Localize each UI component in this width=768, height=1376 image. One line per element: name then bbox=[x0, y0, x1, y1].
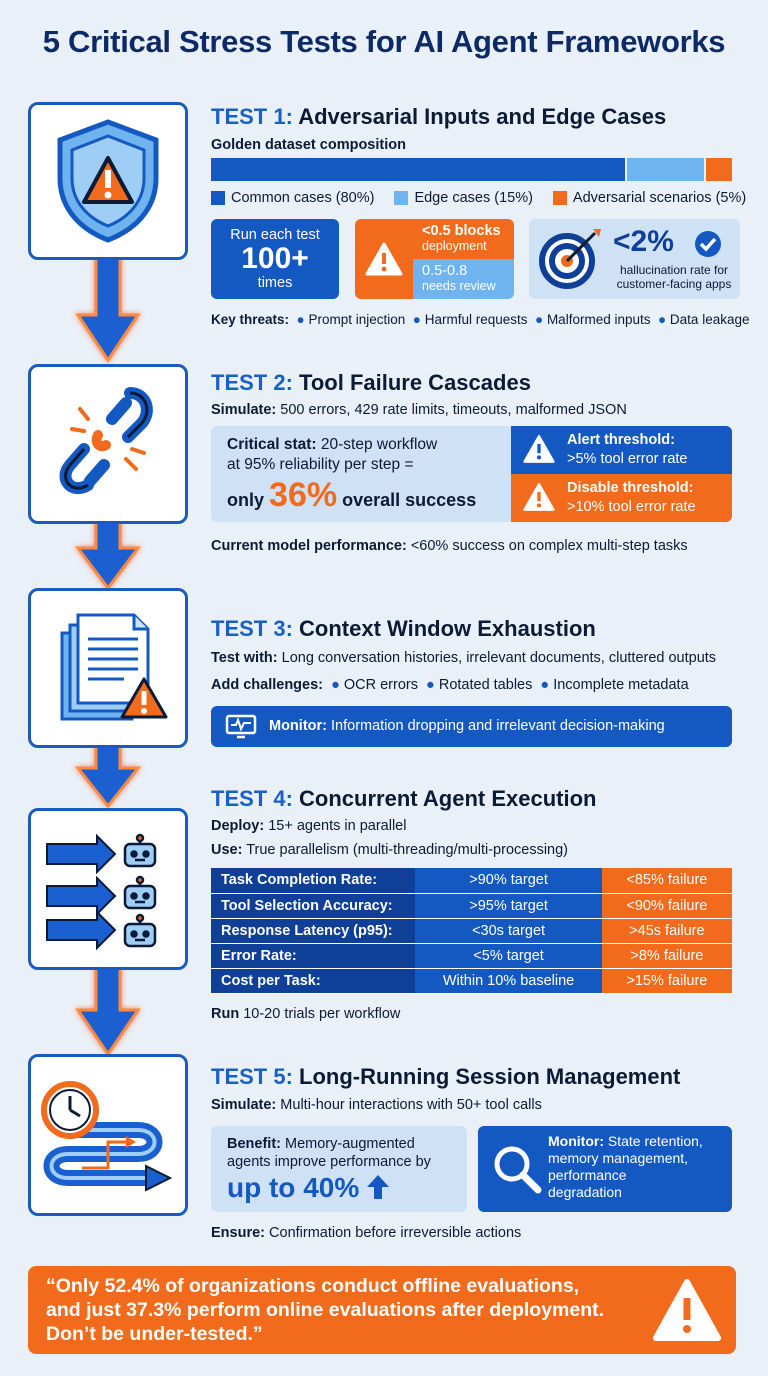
bullet-item: ● Harmful requests bbox=[412, 312, 528, 327]
metric-target: >90% target bbox=[415, 868, 602, 894]
down-arrow-icon bbox=[75, 966, 141, 1057]
table-row: Cost per Task: Within 10% baseline >15% fa… bbox=[211, 968, 732, 994]
table-row: Tool Selection Accuracy: >95% target <90% … bbox=[211, 893, 732, 919]
warning-tile bbox=[355, 219, 413, 299]
table-row: Response Latency (p95): <30s target >45s f… bbox=[211, 918, 732, 944]
composition-segment bbox=[211, 158, 625, 181]
composition-segment bbox=[626, 158, 705, 181]
warning-icon bbox=[365, 242, 403, 276]
bullet-item: ● Malformed inputs bbox=[535, 312, 651, 327]
warning-icon bbox=[523, 483, 555, 511]
test4-heading: TEST 4: Concurrent Agent Execution bbox=[211, 786, 597, 811]
composition-segment bbox=[706, 158, 732, 181]
parallel-agents-box bbox=[28, 808, 188, 970]
bullet-item: ● Incomplete metadata bbox=[540, 677, 689, 693]
warning-icon bbox=[653, 1279, 721, 1341]
quote-banner: “Only 52.4% of organizations conduct off… bbox=[28, 1266, 736, 1354]
metric-failure: <90% failure bbox=[601, 893, 732, 919]
metric-failure: >8% failure bbox=[601, 943, 732, 969]
metric-failure: <85% failure bbox=[601, 868, 732, 894]
metric-name: Tool Selection Accuracy: bbox=[211, 893, 416, 919]
use-line: Use: True parallelism (multi-threading/m… bbox=[211, 842, 569, 858]
down-arrow-icon bbox=[75, 520, 141, 591]
table-row: Task Completion Rate: >90% target <85% fai… bbox=[211, 868, 732, 894]
shield-warning-box bbox=[28, 102, 188, 260]
check-circle-icon bbox=[695, 231, 721, 257]
metric-target: >95% target bbox=[415, 893, 602, 919]
metric-failure: >15% failure bbox=[601, 968, 732, 994]
metric-failure: >45s failure bbox=[601, 918, 732, 944]
bullet-item: ● Data leakage bbox=[658, 312, 750, 327]
legend-label: Adversarial scenarios (5%) bbox=[572, 190, 747, 206]
deploy-line: Deploy: 15+ agents in parallel bbox=[211, 818, 407, 834]
disable-threshold: Disable threshold: >10% tool error rate bbox=[511, 474, 732, 522]
composition-bar bbox=[211, 158, 732, 181]
simulate-sessions: Simulate: Multi-hour interactions with 5… bbox=[211, 1097, 542, 1113]
down-arrow-icon bbox=[74, 744, 142, 809]
document-warning-box bbox=[28, 588, 188, 748]
trials-line: Run 10-20 trials per workflow bbox=[211, 1006, 401, 1022]
metric-name: Error Rate: bbox=[211, 943, 416, 969]
metric-target: <5% target bbox=[415, 943, 602, 969]
warning-icon bbox=[523, 435, 555, 463]
test2-heading: TEST 2: Tool Failure Cascades bbox=[211, 370, 531, 395]
legend-swatch bbox=[552, 191, 567, 205]
up-arrow-icon bbox=[367, 1175, 390, 1199]
critical-stat-card: Critical stat: 20-step workflow at 95% r… bbox=[211, 426, 511, 522]
legend-swatch bbox=[211, 191, 225, 205]
clock-path-icon bbox=[41, 1081, 173, 1192]
down-arrow-icon bbox=[75, 256, 141, 363]
simulate-errors: Simulate: 500 errors, 429 rate limits, t… bbox=[211, 402, 627, 418]
ensure-line: Ensure: Confirmation before irreversible… bbox=[211, 1225, 522, 1241]
monitor-icon bbox=[225, 714, 257, 739]
bullet-item: ● OCR errors bbox=[331, 677, 418, 693]
add-challenges: Add challenges: ● OCR errors ● Rotated t… bbox=[211, 677, 689, 693]
test3-heading: TEST 3: Context Window Exhaustion bbox=[211, 616, 596, 641]
monitor-banner: Monitor: Information dropping and irrele… bbox=[211, 706, 732, 747]
broken-chain-box bbox=[28, 364, 188, 524]
magnifier-icon bbox=[494, 1146, 542, 1194]
legend-label: Edge cases (15%) bbox=[414, 190, 533, 206]
metric-name: Task Completion Rate: bbox=[211, 868, 416, 894]
target-icon bbox=[539, 229, 601, 289]
legend-item: Common cases (80%) bbox=[211, 190, 374, 206]
clock-path-box bbox=[28, 1054, 188, 1216]
key-threats: Key threats: ● Prompt injection ● Harmfu… bbox=[211, 312, 750, 327]
composition-legend: Common cases (80%) Edge cases (15%) Advers… bbox=[211, 190, 751, 206]
parallel-agents-icon bbox=[46, 833, 157, 951]
broken-chain-icon bbox=[59, 387, 153, 495]
legend-swatch bbox=[394, 191, 409, 205]
bullet-item: ● Prompt injection bbox=[296, 312, 406, 327]
test1-heading: TEST 1: Adversarial Inputs and Edge Case… bbox=[211, 104, 667, 129]
metrics-table: Task Completion Rate: >90% target <85% fai… bbox=[211, 868, 732, 994]
shield-warning-icon bbox=[57, 119, 159, 243]
test-with: Test with: Long conversation histories, … bbox=[211, 650, 717, 666]
bullet-item: ● Rotated tables bbox=[426, 677, 533, 693]
test5-heading: TEST 5: Long-Running Session Management bbox=[211, 1064, 681, 1089]
metric-target: Within 10% baseline bbox=[415, 968, 602, 994]
metric-name: Cost per Task: bbox=[211, 968, 416, 994]
session-monitor-card: Monitor: State retention, memory managem… bbox=[478, 1126, 732, 1212]
benefit-card: Benefit: Memory-augmented agents improve… bbox=[211, 1126, 467, 1212]
metric-name: Response Latency (p95): bbox=[211, 918, 416, 944]
document-warning-icon bbox=[60, 613, 168, 721]
test1-subheading: Golden dataset composition bbox=[211, 137, 406, 153]
alert-threshold: Alert threshold: >5% tool error rate bbox=[511, 426, 732, 474]
hallucination-card: <2% hallucination rate for customer-faci… bbox=[529, 219, 740, 299]
metric-target: <30s target bbox=[415, 918, 602, 944]
model-performance: Current model performance: <60% success … bbox=[211, 538, 688, 554]
legend-item: Edge cases (15%) bbox=[394, 190, 533, 206]
block-threshold: <0.5 blocks deployment bbox=[413, 219, 514, 259]
table-row: Error Rate: <5% target >8% failure bbox=[211, 943, 732, 969]
legend-label: Common cases (80%) bbox=[231, 190, 375, 206]
review-threshold: 0.5-0.8 needs review bbox=[413, 259, 514, 299]
run-tests-card: Run each test 100+ times bbox=[211, 219, 339, 299]
page-title: 5 Critical Stress Tests for AI Agent Fra… bbox=[42, 24, 726, 59]
legend-item: Adversarial scenarios (5%) bbox=[552, 190, 747, 206]
